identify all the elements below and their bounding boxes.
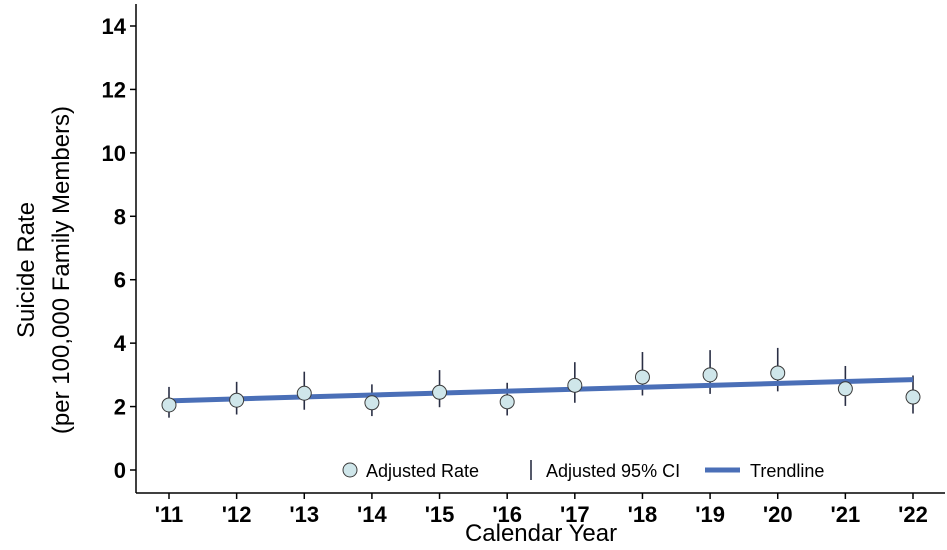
legend-rate-label: Adjusted Rate bbox=[366, 461, 479, 481]
y-tick-label: 14 bbox=[102, 14, 127, 39]
legend-ci-label: Adjusted 95% CI bbox=[546, 461, 680, 481]
rate-point bbox=[296, 385, 312, 401]
x-tick-label: '21 bbox=[831, 502, 861, 527]
rate-point bbox=[702, 367, 718, 383]
rate-point bbox=[499, 394, 515, 410]
legend-rate-marker bbox=[342, 462, 358, 478]
y-tick-label: 0 bbox=[114, 458, 126, 483]
x-tick-label: '19 bbox=[695, 502, 725, 527]
y-tick-label: 10 bbox=[102, 141, 126, 166]
rate-point bbox=[905, 389, 921, 405]
x-tick-label: '13 bbox=[289, 502, 319, 527]
x-tick-label: '22 bbox=[898, 502, 928, 527]
x-axis-title: Calendar Year bbox=[465, 520, 617, 547]
y-tick-label: 12 bbox=[102, 77, 126, 102]
y-axis-title-line1: Suicide Rate bbox=[13, 202, 40, 338]
legend: Adjusted Rate Adjusted 95% CI Trendline bbox=[342, 460, 824, 481]
x-tick-label: '15 bbox=[425, 502, 455, 527]
x-tick-label: '20 bbox=[763, 502, 793, 527]
x-tick-label: '16 bbox=[492, 502, 522, 527]
y-tick-label: 4 bbox=[114, 331, 127, 356]
rate-markers bbox=[161, 365, 921, 413]
x-tick-label: '17 bbox=[560, 502, 590, 527]
rate-point bbox=[567, 377, 583, 393]
trendline bbox=[168, 377, 914, 404]
rate-point bbox=[229, 392, 245, 408]
x-tick-label: '11 bbox=[155, 502, 184, 527]
x-tick-label: '12 bbox=[222, 502, 252, 527]
rate-point bbox=[837, 381, 853, 397]
y-axis-title-line2: (per 100,000 Family Members) bbox=[48, 106, 75, 434]
y-tick-label: 6 bbox=[114, 268, 126, 293]
y-tick-label: 2 bbox=[114, 395, 126, 420]
x-axis: '11 '12 '13 '14 '15 '16 '17 '18 '19 '20 '21 '22 bbox=[136, 492, 945, 527]
x-tick-label: '14 bbox=[357, 502, 387, 527]
legend-trend-label: Trendline bbox=[750, 461, 824, 481]
rate-point bbox=[432, 384, 448, 400]
y-axis: 0 2 4 6 8 10 12 14 bbox=[102, 4, 137, 493]
x-tick-label: '18 bbox=[628, 502, 658, 527]
rate-point bbox=[364, 395, 380, 411]
rate-point bbox=[770, 365, 786, 381]
y-tick-label: 8 bbox=[114, 204, 126, 229]
rate-point bbox=[634, 369, 650, 385]
rate-point bbox=[161, 397, 177, 413]
